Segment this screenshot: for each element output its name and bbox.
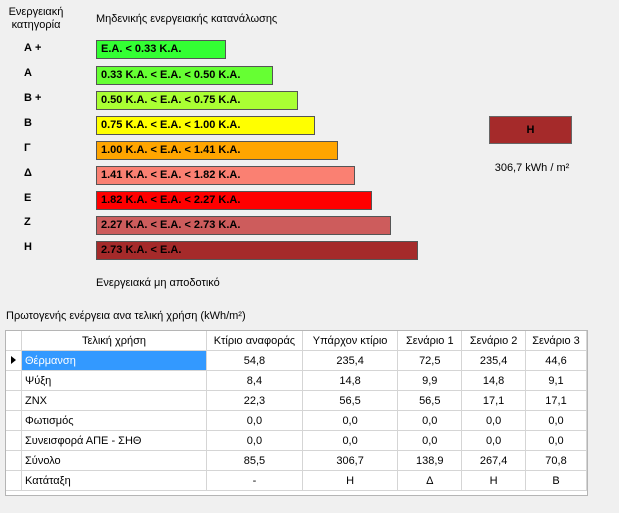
column-header[interactable]: Υπάρχον κτίριο xyxy=(302,331,399,351)
value-cell[interactable]: 17,1 xyxy=(525,390,587,411)
value-cell[interactable]: Η xyxy=(302,470,399,491)
table-row[interactable]: Σύνολο 85,5 306,7 138,9 267,4 70,8 xyxy=(6,450,587,471)
best-rating-label: Μηδενικής ενεργειακής κατανάλωσης xyxy=(96,13,278,25)
category-label: Η xyxy=(24,241,32,253)
rating-header-line2: κατηγορία xyxy=(11,19,61,31)
category-bar: 2.27 Κ.Α. < Ε.Α. < 2.73 Κ.Α. xyxy=(96,216,391,235)
value-cell[interactable]: 0,0 xyxy=(206,410,303,431)
value-cell[interactable]: 44,6 xyxy=(525,350,587,371)
value-cell[interactable]: 138,9 xyxy=(397,450,463,471)
value-cell[interactable]: 9,1 xyxy=(525,370,587,391)
energy-usage-grid[interactable]: Τελική χρήση Κτίριο αναφοράς Υπάρχον κτίρι… xyxy=(5,330,588,496)
column-header[interactable]: Σενάριο 3 xyxy=(525,331,587,351)
table-row[interactable]: Φωτισμός 0,0 0,0 0,0 0,0 0,0 xyxy=(6,410,587,431)
value-cell[interactable]: 0,0 xyxy=(525,410,587,431)
value-cell[interactable]: 56,5 xyxy=(302,390,399,411)
worst-rating-label: Ενεργειακά μη αποδοτικό xyxy=(96,277,220,289)
column-header[interactable]: Τελική χρήση xyxy=(21,331,208,351)
end-use-cell[interactable]: Κατάταξη xyxy=(21,470,208,491)
value-cell[interactable]: 267,4 xyxy=(461,450,526,471)
value-cell[interactable]: Δ xyxy=(397,470,463,491)
category-bar: 0.75 Κ.Α. < Ε.Α. < 1.00 Κ.Α. xyxy=(96,116,315,135)
result-energy-value: 306,7 kWh / m² xyxy=(494,162,570,174)
value-cell[interactable]: 306,7 xyxy=(302,450,399,471)
category-bar: 1.41 Κ.Α. < Ε.Α. < 1.82 Κ.Α. xyxy=(96,166,355,185)
category-bar: 1.82 Κ.Α. < Ε.Α. < 2.27 Κ.Α. xyxy=(96,191,372,210)
end-use-cell[interactable]: Ψύξη xyxy=(21,370,208,391)
column-header[interactable]: Κτίριο αναφοράς xyxy=(206,331,303,351)
value-cell[interactable]: Β xyxy=(525,470,587,491)
value-cell[interactable]: 17,1 xyxy=(461,390,526,411)
value-cell[interactable]: 0,0 xyxy=(206,430,303,451)
end-use-cell[interactable]: ΖΝΧ xyxy=(21,390,208,411)
rating-header-line1: Ενεργειακή xyxy=(8,6,64,18)
category-label: Β + xyxy=(24,92,42,104)
row-header-cell[interactable] xyxy=(6,430,22,451)
table-row[interactable]: ΖΝΧ 22,3 56,5 56,5 17,1 17,1 xyxy=(6,390,587,411)
value-cell[interactable]: Η xyxy=(461,470,526,491)
value-cell[interactable]: 0,0 xyxy=(302,410,399,431)
current-row-arrow-icon xyxy=(11,355,16,364)
value-cell[interactable]: 235,4 xyxy=(461,350,526,371)
value-cell[interactable]: 0,0 xyxy=(525,430,587,451)
category-label: Ε xyxy=(24,192,32,204)
grid-corner-cell xyxy=(6,331,22,351)
value-cell[interactable]: 72,5 xyxy=(397,350,463,371)
value-cell[interactable]: 0,0 xyxy=(397,430,463,451)
category-label: Ζ xyxy=(24,216,31,228)
value-cell[interactable]: 8,4 xyxy=(206,370,303,391)
row-header-cell[interactable] xyxy=(6,370,22,391)
value-cell[interactable]: 0,0 xyxy=(461,430,526,451)
row-header-cell[interactable] xyxy=(6,450,22,471)
category-bar: 2.73 Κ.Α. < Ε.Α. xyxy=(96,241,418,260)
end-use-cell[interactable]: Συνεισφορά ΑΠΕ - ΣΗΘ xyxy=(21,430,208,451)
column-header[interactable]: Σενάριο 2 xyxy=(461,331,526,351)
value-cell[interactable]: 235,4 xyxy=(302,350,399,371)
row-header-cell[interactable] xyxy=(6,470,22,491)
table-row[interactable]: Ψύξη 8,4 14,8 9,9 14,8 9,1 xyxy=(6,370,587,391)
category-bar: 0.50 Κ.Α. < Ε.Α. < 0.75 Κ.Α. xyxy=(96,91,298,110)
value-cell[interactable]: 85,5 xyxy=(206,450,303,471)
table-title: Πρωτογενής ενέργεια ανα τελική χρήση (kW… xyxy=(6,310,246,322)
value-cell[interactable]: 22,3 xyxy=(206,390,303,411)
category-bar: 1.00 Κ.Α. < Ε.Α. < 1.41 Κ.Α. xyxy=(96,141,338,160)
end-use-cell[interactable]: Θέρμανση xyxy=(21,350,208,371)
table-row[interactable]: Συνεισφορά ΑΠΕ - ΣΗΘ 0,0 0,0 0,0 0,0 0,0 xyxy=(6,430,587,451)
end-use-cell[interactable]: Φωτισμός xyxy=(21,410,208,431)
grid-header-row: Τελική χρήση Κτίριο αναφοράς Υπάρχον κτίρι… xyxy=(6,331,587,351)
value-cell[interactable]: 14,8 xyxy=(302,370,399,391)
value-cell[interactable]: - xyxy=(206,470,303,491)
value-cell[interactable]: 0,0 xyxy=(302,430,399,451)
result-category-badge: Η xyxy=(489,116,572,144)
category-bar: Ε.Α. < 0.33 Κ.Α. xyxy=(96,40,226,59)
value-cell[interactable]: 0,0 xyxy=(461,410,526,431)
value-cell[interactable]: 9,9 xyxy=(397,370,463,391)
category-label: Α xyxy=(24,67,32,79)
table-row[interactable]: Θέρμανση 54,8 235,4 72,5 235,4 44,6 xyxy=(6,350,587,371)
value-cell[interactable]: 54,8 xyxy=(206,350,303,371)
value-cell[interactable]: 56,5 xyxy=(397,390,463,411)
category-label: Γ xyxy=(24,142,31,154)
category-bar: 0.33 Κ.Α. < Ε.Α. < 0.50 Κ.Α. xyxy=(96,66,273,85)
value-cell[interactable]: 14,8 xyxy=(461,370,526,391)
column-header[interactable]: Σενάριο 1 xyxy=(397,331,463,351)
row-header-cell[interactable] xyxy=(6,410,22,431)
category-label: Δ xyxy=(24,167,32,179)
row-header-cell[interactable] xyxy=(6,390,22,411)
value-cell[interactable]: 0,0 xyxy=(397,410,463,431)
table-row[interactable]: Κατάταξη - Η Δ Η Β xyxy=(6,470,587,491)
end-use-cell[interactable]: Σύνολο xyxy=(21,450,208,471)
rating-header: Ενεργειακή κατηγορία xyxy=(6,6,66,32)
category-label: Α + xyxy=(24,42,42,54)
row-header-cell[interactable] xyxy=(6,350,22,371)
value-cell[interactable]: 70,8 xyxy=(525,450,587,471)
category-label: Β xyxy=(24,117,32,129)
